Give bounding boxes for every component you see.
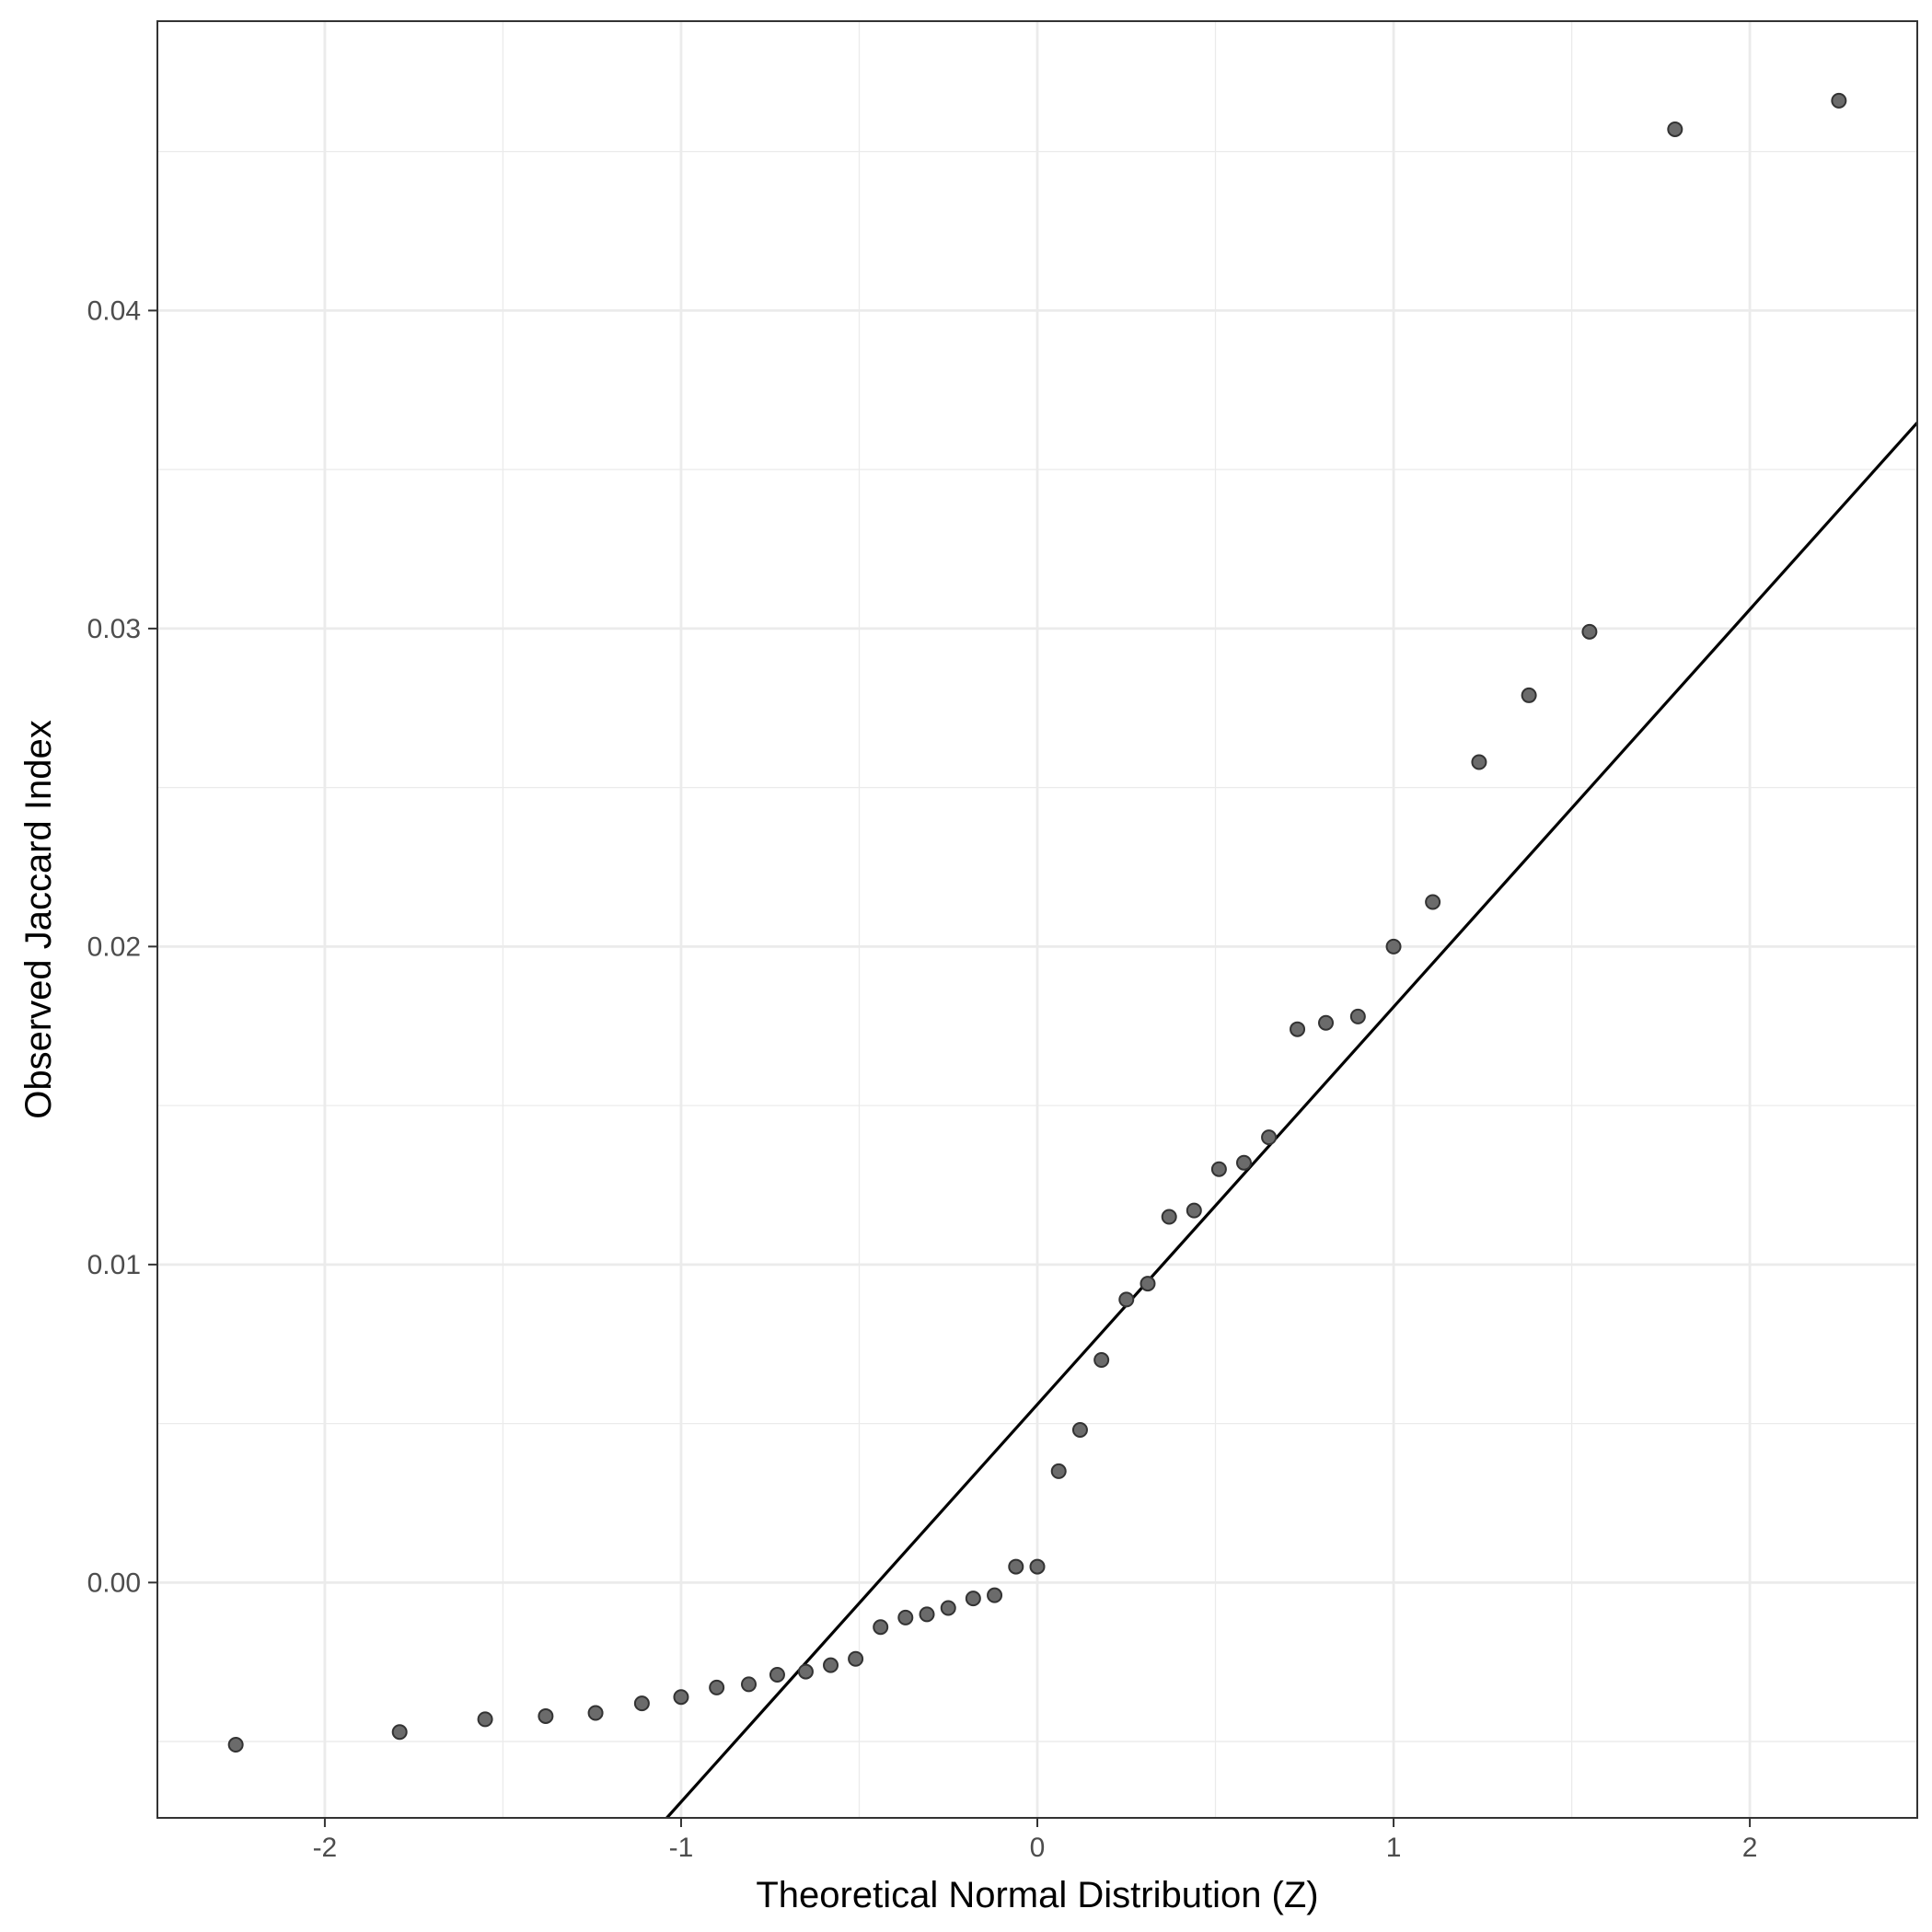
data-point — [1349, 1008, 1366, 1024]
data-point — [1318, 1014, 1335, 1031]
reference-line-group — [665, 422, 1919, 1820]
data-point — [1471, 754, 1487, 770]
data-point — [1186, 1202, 1202, 1219]
data-point — [897, 1609, 914, 1625]
x-tick-label: -1 — [669, 1833, 694, 1863]
data-points — [227, 92, 1847, 1753]
data-point — [673, 1689, 689, 1706]
data-point — [823, 1657, 839, 1673]
y-tick-label: 0.01 — [87, 1250, 141, 1280]
data-point — [1140, 1276, 1156, 1292]
data-point — [633, 1695, 650, 1712]
y-tick-label: 0.00 — [87, 1568, 141, 1598]
y-tick-label: 0.04 — [87, 295, 141, 326]
data-point — [1118, 1291, 1135, 1308]
x-tick-label: 2 — [1742, 1833, 1758, 1863]
data-point — [919, 1606, 935, 1623]
data-point — [477, 1711, 493, 1728]
data-point — [848, 1650, 864, 1667]
data-point — [873, 1619, 889, 1636]
data-point — [1521, 687, 1537, 703]
y-axis-title: Observed Jaccard Index — [18, 720, 59, 1119]
data-point — [769, 1667, 785, 1683]
data-point — [538, 1707, 554, 1724]
data-point — [709, 1679, 725, 1695]
data-point — [1385, 938, 1402, 954]
data-point — [1667, 121, 1683, 137]
data-point — [965, 1591, 981, 1607]
y-tick-label: 0.03 — [87, 614, 141, 644]
data-point — [1210, 1161, 1227, 1177]
data-point — [1050, 1463, 1067, 1479]
data-point — [797, 1663, 814, 1680]
data-point — [587, 1705, 604, 1721]
data-point — [1093, 1351, 1110, 1368]
data-point — [1425, 894, 1441, 910]
data-point — [740, 1676, 757, 1693]
data-point — [1071, 1422, 1088, 1439]
data-point — [1008, 1558, 1024, 1575]
data-point — [940, 1600, 956, 1616]
data-point — [1029, 1558, 1046, 1575]
data-point — [987, 1587, 1003, 1603]
data-point — [1261, 1129, 1278, 1146]
y-tick-label: 0.02 — [87, 931, 141, 962]
reference-line — [665, 422, 1919, 1820]
x-axis-ticks: -2 -1 0 1 2 — [313, 1818, 1758, 1863]
data-point — [1290, 1021, 1306, 1037]
data-point — [1235, 1154, 1252, 1171]
x-axis-title: Theoretical Normal Distribution (Z) — [756, 1875, 1318, 1915]
data-point — [1581, 623, 1598, 640]
data-point — [391, 1724, 408, 1741]
data-point — [1831, 92, 1847, 109]
data-point — [227, 1737, 244, 1753]
y-axis-ticks: 0.00 0.01 0.02 0.03 0.04 — [87, 295, 157, 1598]
data-point — [1161, 1209, 1177, 1225]
x-tick-label: 0 — [1030, 1833, 1046, 1863]
major-gridlines — [157, 21, 1917, 1818]
x-tick-label: -2 — [313, 1833, 338, 1863]
x-tick-label: 1 — [1386, 1833, 1402, 1863]
